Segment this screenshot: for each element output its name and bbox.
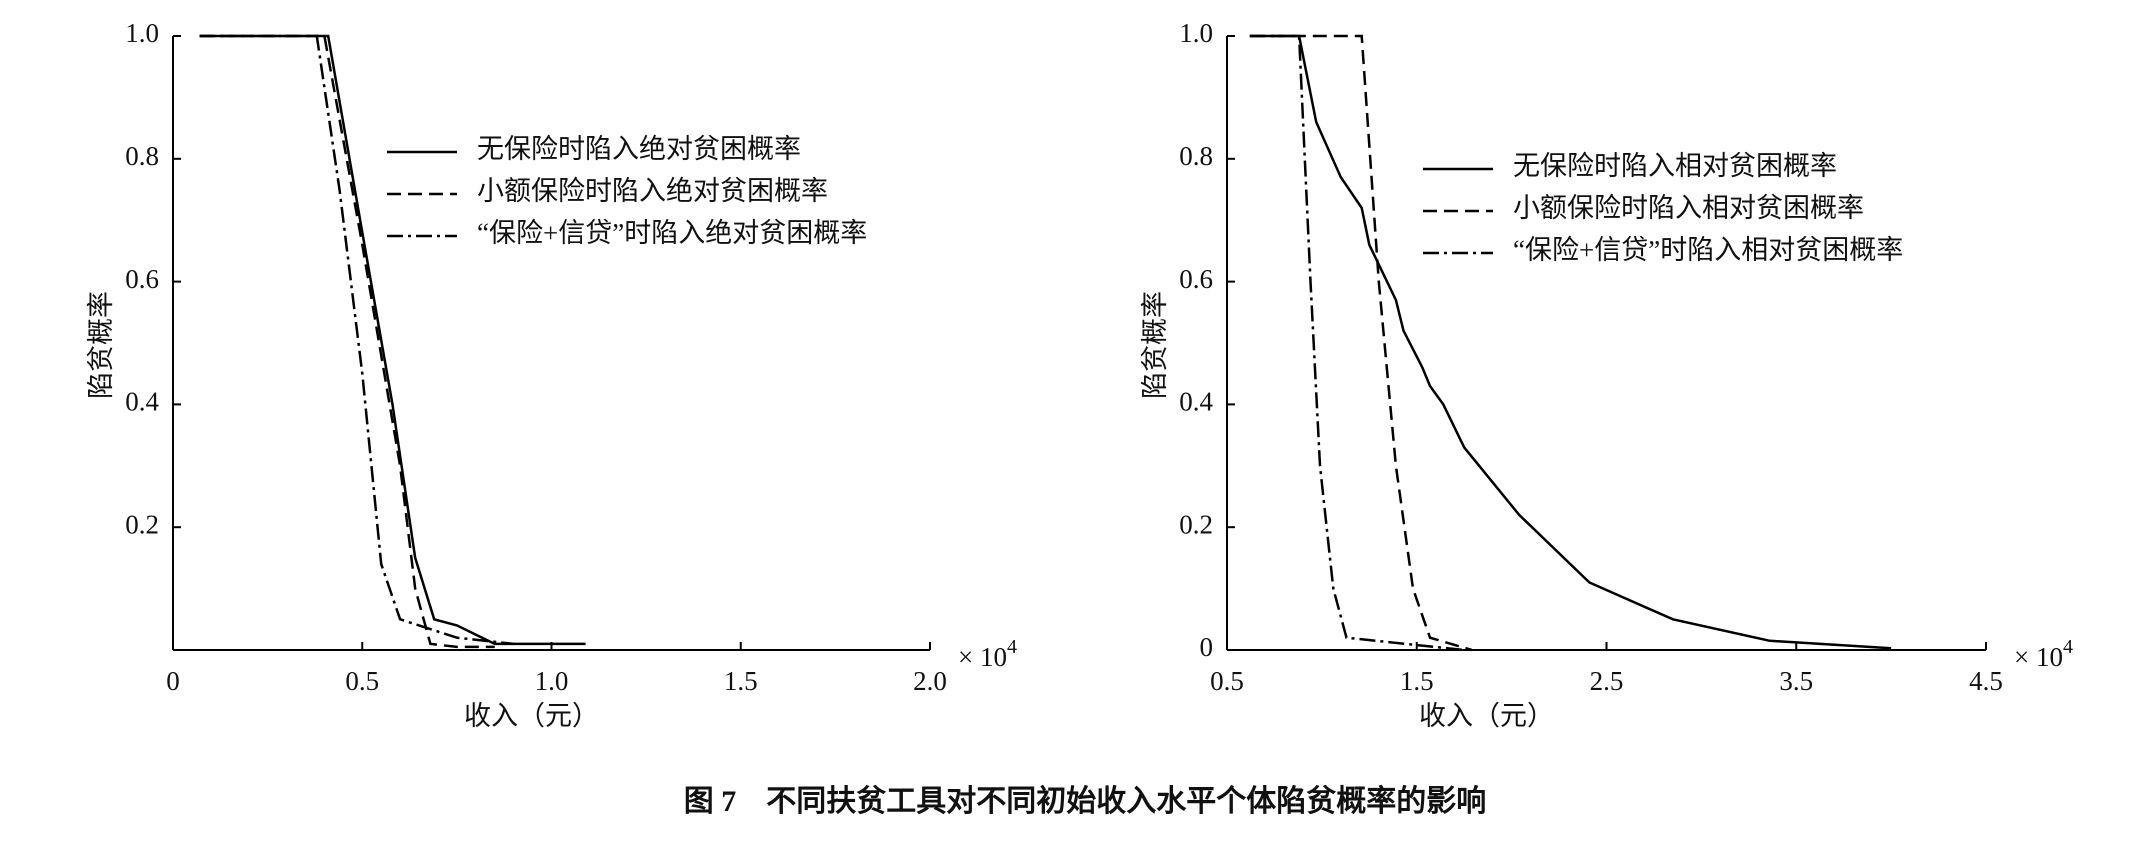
y-tick-label: 0.8 xyxy=(1179,141,1213,171)
y-tick-label: 0.6 xyxy=(1179,264,1213,294)
y-tick-label: 0.8 xyxy=(125,141,159,171)
x-axis-label: 收入（元） xyxy=(1419,701,1554,731)
legend-label: 小额保险时陷入相对贫困概率 xyxy=(1513,193,1864,223)
x-tick-label: 1.0 xyxy=(535,666,569,696)
x-tick-label: 1.5 xyxy=(1400,666,1434,696)
legend-label: 无保险时陷入相对贫困概率 xyxy=(1513,151,1837,181)
x-tick-label: 0 xyxy=(166,666,180,696)
x-tick-label: 0.5 xyxy=(1210,666,1244,696)
y-tick-label: 0.2 xyxy=(125,509,159,539)
y-axis-label: 陷贫概率 xyxy=(86,291,116,399)
x-tick-label: 1.5 xyxy=(724,666,758,696)
x-multiplier-exponent: 4 xyxy=(2063,636,2073,658)
x-multiplier-exponent: 4 xyxy=(1007,636,1017,658)
data-line xyxy=(199,34,586,646)
x-tick-label: 2.5 xyxy=(1590,666,1624,696)
y-tick-label: 1.0 xyxy=(125,18,159,48)
data-line xyxy=(199,34,495,649)
x-axis-label: 收入（元） xyxy=(464,701,599,731)
legend-label: 无保险时陷入绝对贫困概率 xyxy=(477,134,801,164)
data-line xyxy=(199,34,514,646)
y-tick-label: 0.6 xyxy=(125,264,159,294)
x-tick-label: 0.5 xyxy=(345,666,379,696)
x-multiplier: × 104 xyxy=(958,636,1017,673)
y-tick-label: 0.4 xyxy=(1179,387,1213,417)
y-tick-label: 0.4 xyxy=(125,387,159,417)
figure-caption: 图 7 不同扶贫工具对不同初始收入水平个体陷贫概率的影响 xyxy=(684,785,1487,818)
legend-label: “保险+信贷”时陷入相对贫困概率 xyxy=(1513,235,1903,265)
x-multiplier-base: × 10 xyxy=(2014,642,2063,672)
x-multiplier-base: × 10 xyxy=(958,642,1007,672)
x-tick-label: 2.0 xyxy=(913,666,947,696)
x-multiplier: × 104 xyxy=(2014,636,2073,673)
y-axis-label: 陷贫概率 xyxy=(1140,291,1170,399)
data-line xyxy=(1249,34,1473,652)
y-tick-label: 1.0 xyxy=(1179,18,1213,48)
legend-label: “保险+信贷”时陷入绝对贫困概率 xyxy=(477,218,867,248)
data-line xyxy=(1249,34,1465,652)
legend-label: 小额保险时陷入绝对贫困概率 xyxy=(477,176,828,206)
data-line xyxy=(1249,34,1892,650)
y-tick-label: 0 xyxy=(1200,632,1214,662)
y-tick-label: 0.2 xyxy=(1179,509,1213,539)
x-tick-label: 3.5 xyxy=(1779,666,1813,696)
x-tick-label: 4.5 xyxy=(1969,666,2003,696)
